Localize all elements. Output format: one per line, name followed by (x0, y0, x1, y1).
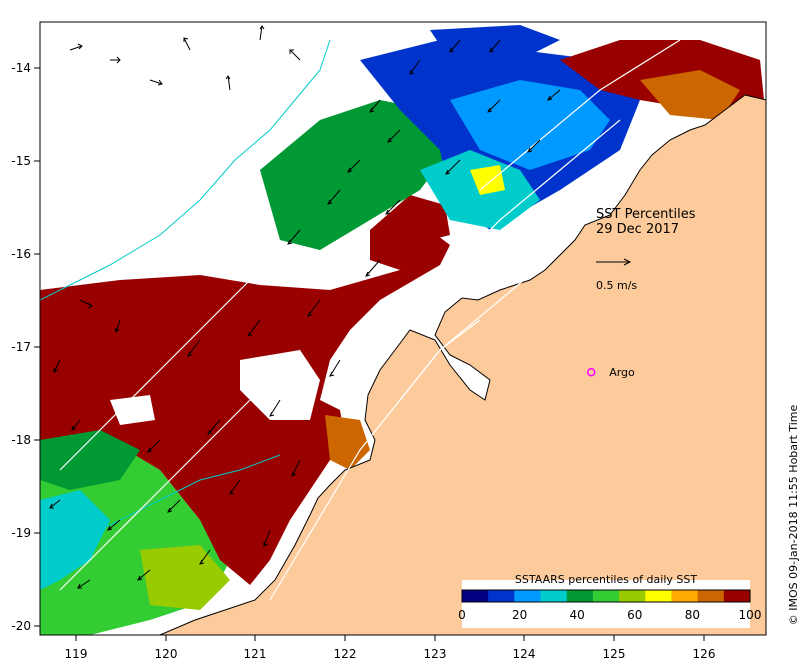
lat-tick-minus-19: -19 (11, 526, 31, 540)
colorbar-swatch (540, 590, 568, 602)
lon-tick-126: 126 (693, 647, 716, 661)
argo-marker-symbol (586, 367, 596, 377)
current-streamlines (59, 39, 681, 601)
colorbar-swatch (514, 590, 542, 602)
latitude-axis: -14 -15 -16 -17 -18 -19 -20 (11, 61, 40, 633)
colorbar-swatch (592, 590, 620, 602)
colorbar-swatch (723, 590, 751, 602)
colorbar-swatch (462, 590, 489, 602)
isobath-contour (40, 39, 331, 301)
colorbar-tick-100: 100 (739, 608, 762, 622)
sst-region-orange-northeast (640, 70, 740, 120)
scale-arrow (596, 258, 632, 266)
argo-marker (586, 367, 596, 377)
lat-tick-minus-17: -17 (11, 340, 31, 354)
lon-tick-122: 122 (334, 647, 357, 661)
scale-arrow-label: 0.5 m/s (596, 279, 637, 292)
map-date: 29 Dec 2017 (596, 222, 679, 237)
colorbar-tick-80: 80 (685, 608, 700, 622)
sst-region-mixed-north-1 (260, 100, 450, 250)
colorbar-swatch (619, 590, 646, 602)
lat-tick-minus-15: -15 (11, 154, 31, 168)
map-title: SST Percentiles (596, 207, 696, 222)
lat-tick-minus-16: -16 (11, 247, 31, 261)
lat-tick-minus-18: -18 (11, 433, 31, 447)
lon-tick-125: 125 (603, 647, 626, 661)
colorbar-swatch (697, 590, 725, 602)
credit-text: © IMOS 09-Jan-2018 11:55 Hobart Time (787, 405, 800, 626)
colorbar-tick-60: 60 (627, 608, 642, 622)
colorbar-background (462, 580, 750, 628)
sst-region-white-gap (240, 350, 320, 420)
sst-region-blue-northeast (430, 25, 560, 60)
lat-tick-minus-20: -20 (11, 619, 31, 633)
lon-tick-121: 121 (244, 647, 267, 661)
colorbar-tick-40: 40 (570, 608, 585, 622)
colorbar-title: SSTAARS percentiles of daily SST (515, 573, 697, 586)
lon-tick-120: 120 (155, 647, 178, 661)
sst-region-green-west (40, 430, 140, 490)
lon-tick-123: 123 (424, 647, 447, 661)
sst-region-yellow-north (470, 165, 505, 195)
lat-tick-minus-14: -14 (11, 61, 31, 75)
colorbar-swatch (671, 590, 699, 602)
longitude-axis: 119 120 121 122 123 124 125 126 (65, 635, 716, 661)
sst-region-teal-southwest (40, 490, 110, 590)
colorbar-frame (461, 589, 751, 603)
colorbar-swatch (488, 590, 515, 602)
sst-region-yellow-southwest (140, 545, 230, 610)
colorbar: SSTAARS percentiles of daily SST 0 20 40… (458, 573, 761, 628)
argo-label: Argo (609, 366, 635, 379)
colorbar-tick-20: 20 (512, 608, 527, 622)
lon-tick-119: 119 (65, 647, 88, 661)
colorbar-tick-0: 0 (458, 608, 466, 622)
map-plot-area (40, 22, 766, 635)
sst-region-red-central (370, 195, 450, 270)
sst-region-orange-coast (325, 415, 370, 470)
current-vector-arrows (49, 25, 561, 589)
colorbar-swatch (566, 590, 594, 602)
plot-frame (39, 21, 767, 636)
colorbar-swatches (462, 590, 751, 602)
sst-region-white-gap-2 (110, 395, 155, 425)
colorbar-swatch (645, 590, 672, 602)
sst-region-mixed-north-3 (450, 80, 610, 170)
isobath-contour-south (40, 454, 281, 561)
sst-region-red-main (40, 230, 450, 585)
australian-coastline-land (159, 94, 766, 635)
lon-tick-124: 124 (513, 647, 536, 661)
